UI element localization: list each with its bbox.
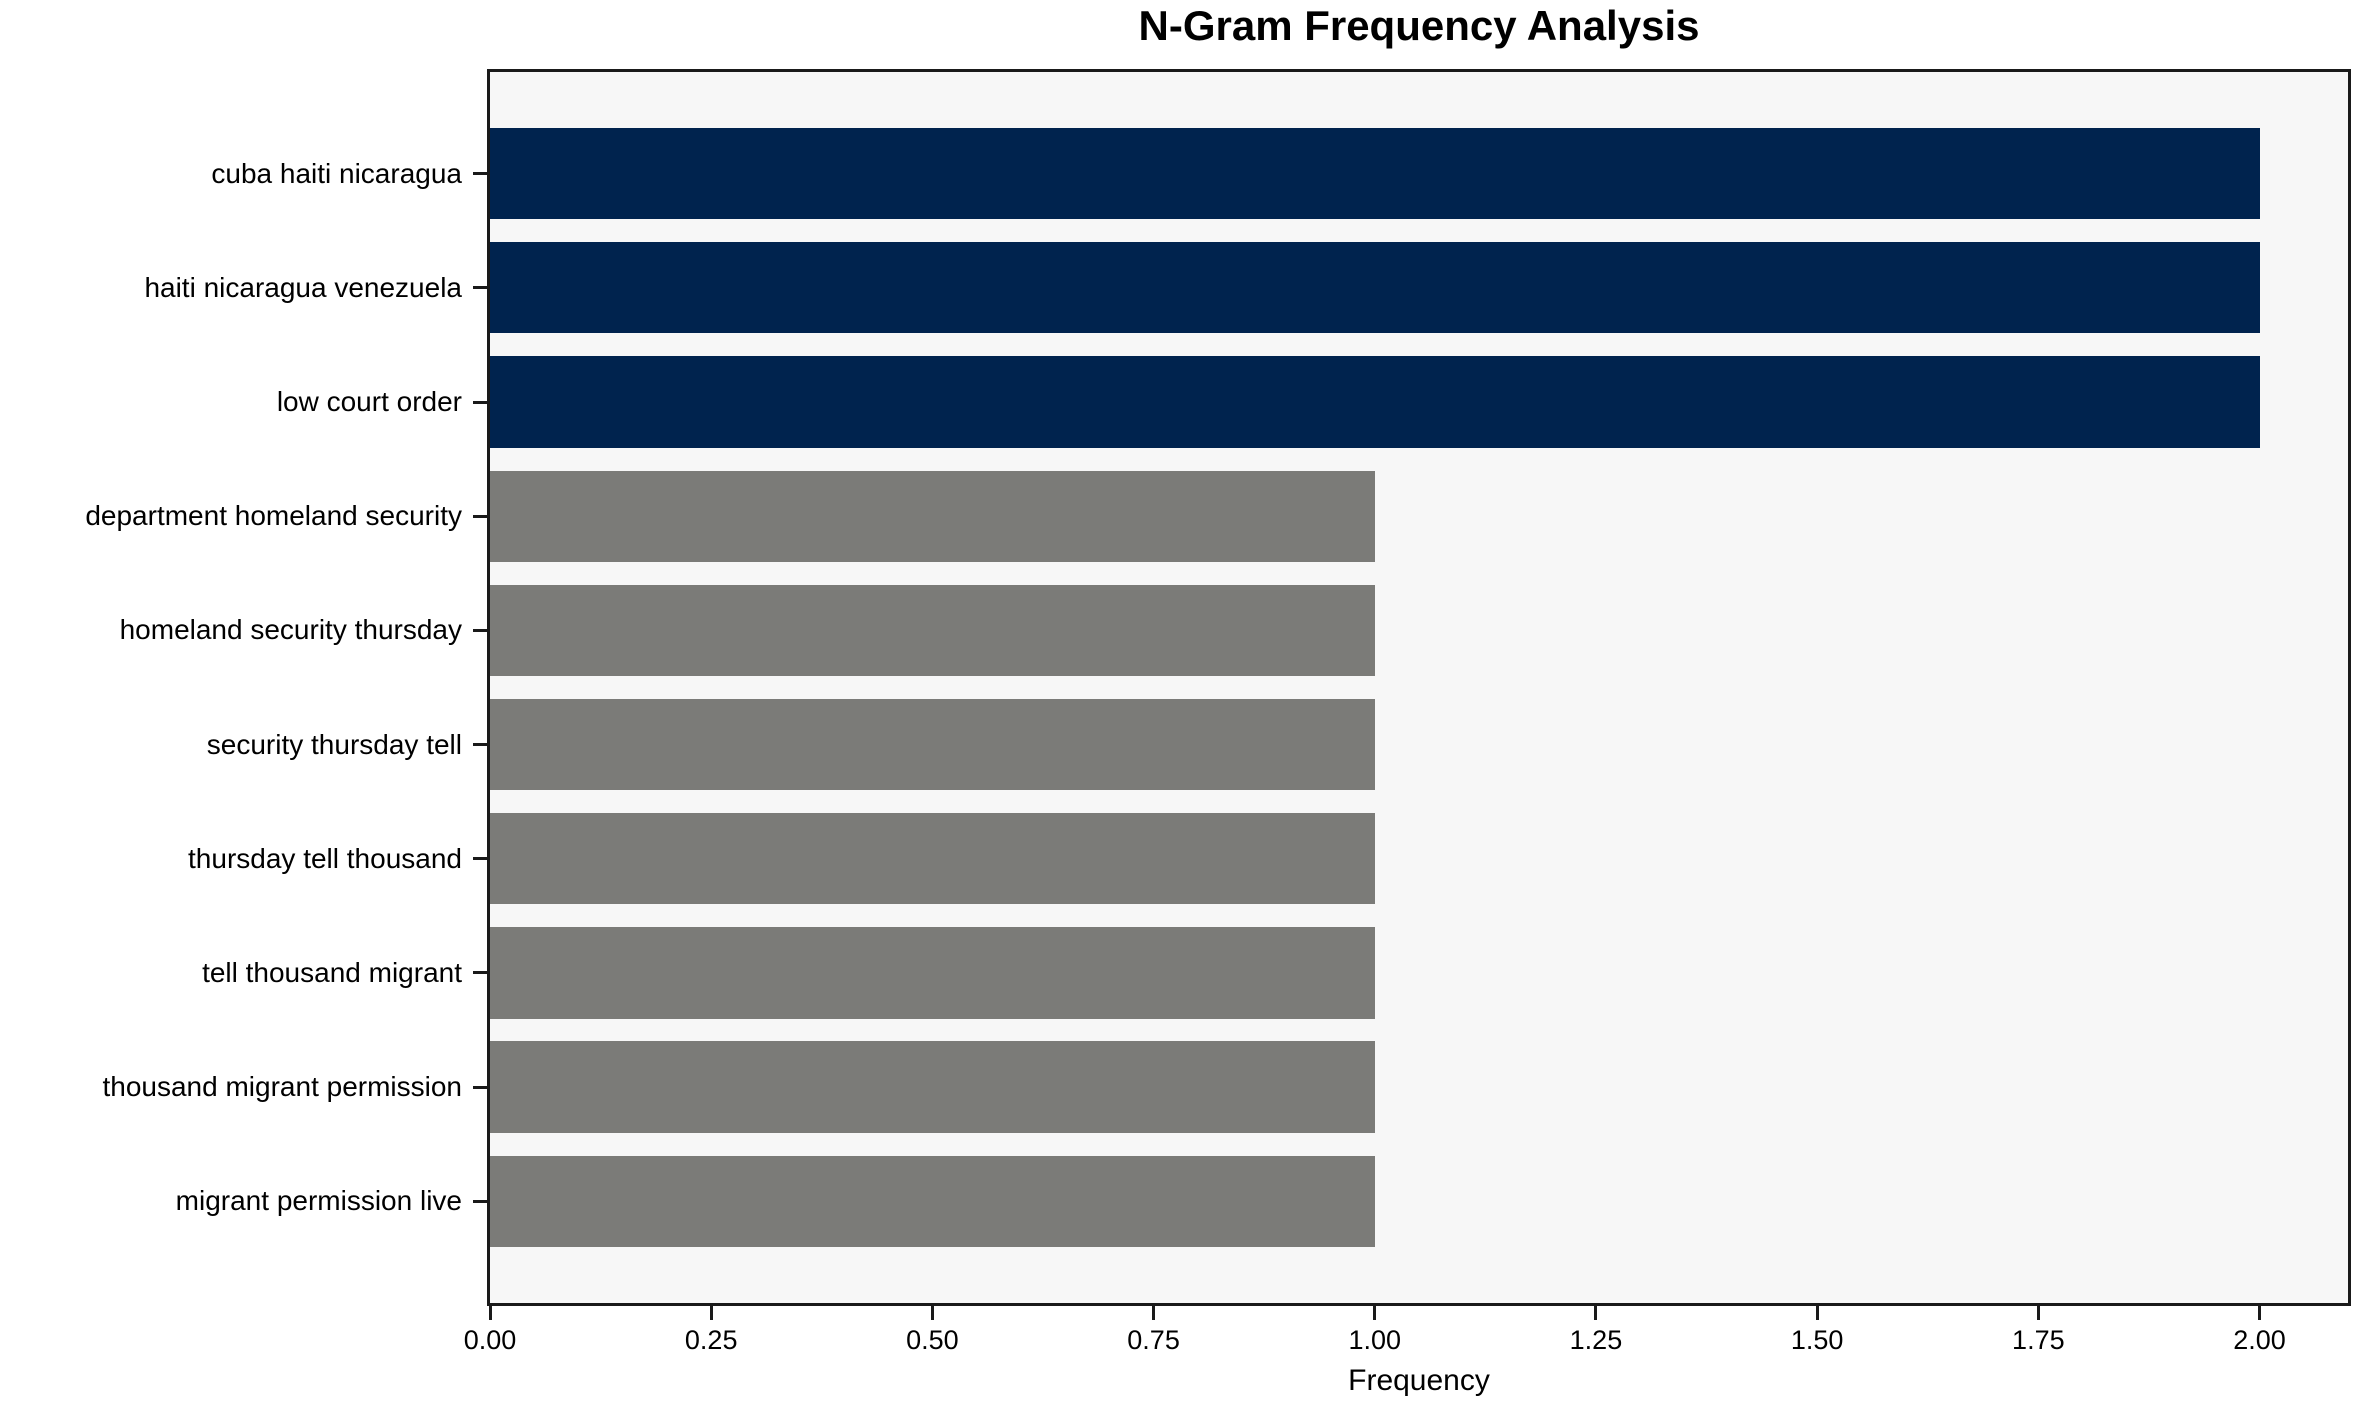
bar [490,584,1375,677]
x-tick-mark [1594,1306,1598,1320]
bar [490,927,1375,1019]
bar [490,127,2260,220]
x-tick-mark [930,1306,934,1320]
y-tick-label: security thursday tell [206,728,462,760]
x-tick-label: 1.00 [1348,1325,1402,1355]
x-tick-mark [709,1306,713,1320]
y-tick-mark [473,628,487,632]
x-tick-label: 1.75 [2012,1325,2065,1355]
x-tick-mark [488,1306,492,1320]
x-tick-label: 0.00 [463,1325,517,1355]
y-tick-label: low court order [276,386,462,418]
x-tick-label: 1.50 [1790,1325,1844,1355]
x-tick-mark [1152,1306,1156,1320]
chart-title: N-Gram Frequency Analysis [1138,2,1700,49]
y-tick-label: homeland security thursday [119,614,462,646]
y-tick-mark [473,743,487,747]
y-tick-mark [473,1199,487,1203]
x-tick-mark [1373,1306,1377,1320]
x-tick-mark [2258,1306,2262,1320]
bar [490,813,1375,905]
plot-area [487,69,2351,1306]
y-tick-label: department homeland security [85,500,462,532]
x-tick-mark [2036,1306,2040,1320]
y-tick-mark [473,1085,487,1089]
y-tick-label: thursday tell thousand [188,842,462,874]
x-tick-label: 0.50 [906,1325,959,1355]
bar [490,698,1375,791]
x-tick-label: 0.75 [1127,1325,1180,1355]
y-tick-label: tell thousand migrant [202,956,462,988]
bar [490,242,2260,334]
bar [490,1041,1375,1133]
y-tick-mark [473,971,487,975]
y-tick-mark [473,857,487,861]
y-tick-mark [473,514,487,518]
bar [490,1155,1375,1248]
x-axis-title: Frequency [1348,1364,1490,1397]
y-tick-label: migrant permission live [175,1185,462,1217]
bar [490,356,2260,448]
y-tick-mark [473,172,487,176]
x-tick-label: 0.25 [684,1325,738,1355]
x-tick-mark [1815,1306,1819,1320]
x-tick-label: 2.00 [2233,1325,2286,1355]
bar [490,470,1375,562]
y-tick-label: cuba haiti nicaragua [211,157,462,189]
y-tick-mark [473,400,487,404]
y-tick-label: thousand migrant permission [102,1071,462,1103]
x-tick-label: 1.25 [1569,1325,1623,1355]
y-tick-mark [473,286,487,290]
y-tick-label: haiti nicaragua venezuela [144,271,462,303]
